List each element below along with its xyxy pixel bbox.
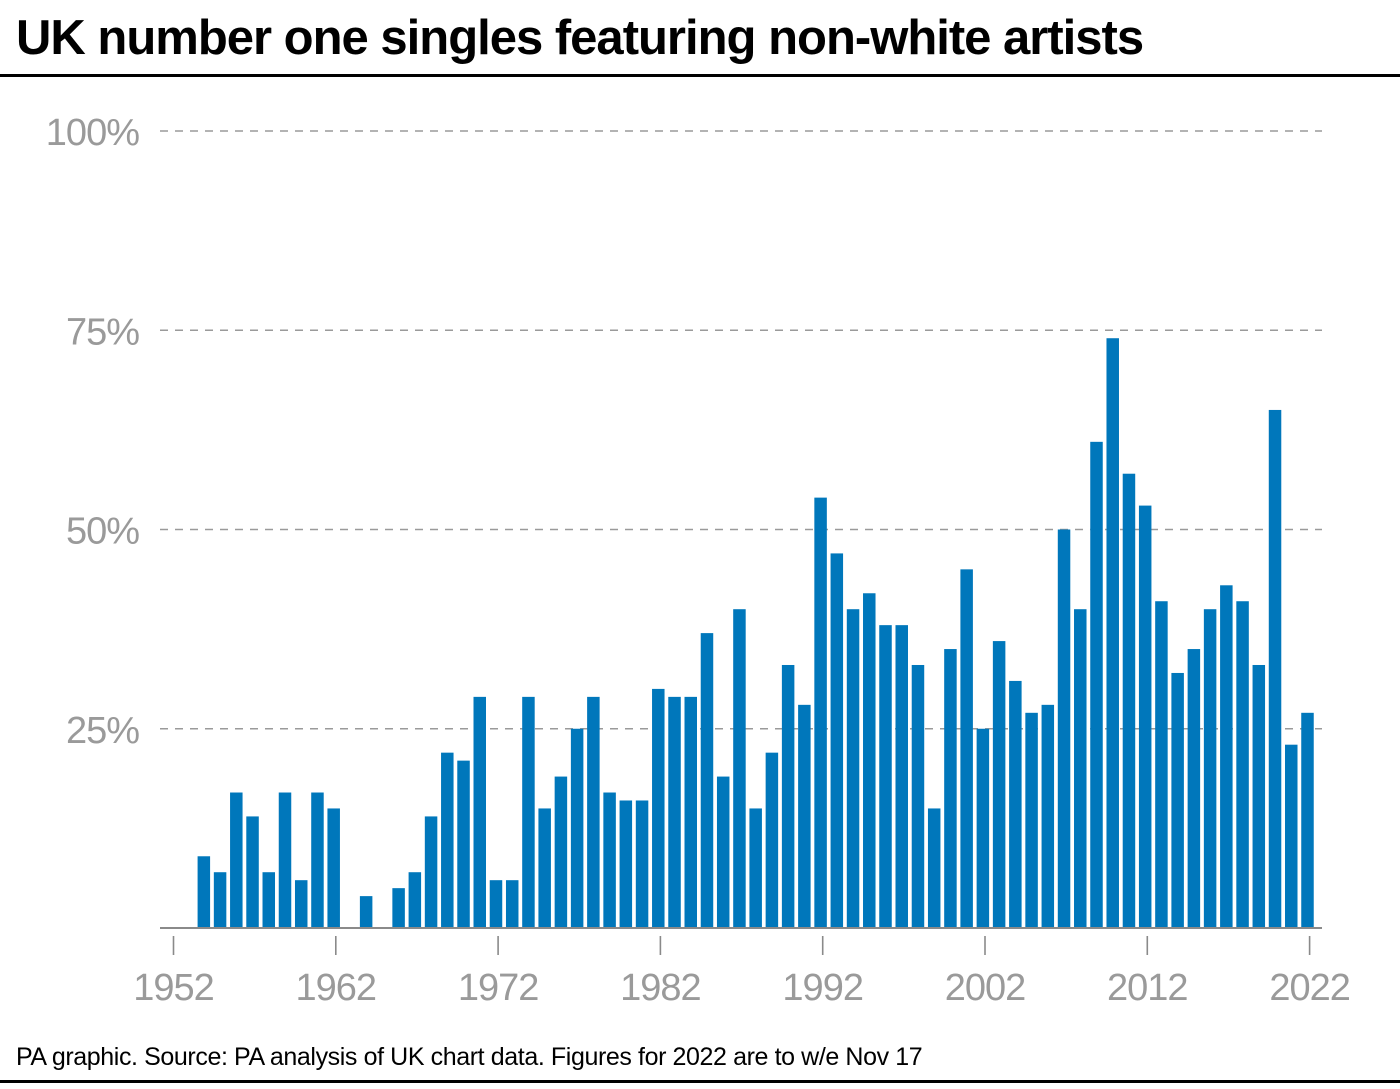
- bar-2018: [1252, 664, 1266, 928]
- bar-2009: [1106, 338, 1119, 929]
- x-tick-label: 2002: [945, 967, 1026, 1009]
- bar-1969: [457, 760, 470, 928]
- x-tick-label: 2012: [1107, 967, 1188, 1009]
- bar-1995: [879, 625, 892, 928]
- bar-2010: [1122, 473, 1136, 928]
- bar-1999: [944, 649, 957, 928]
- bar-1993: [846, 609, 860, 928]
- bar-1960: [311, 792, 324, 928]
- bar-1987: [749, 808, 762, 928]
- x-tick-label: 1992: [782, 967, 863, 1009]
- bar-1971: [489, 880, 503, 928]
- bar-2008: [1090, 441, 1103, 928]
- bar-2005: [1041, 704, 1055, 928]
- chart-title: UK number one singles featuring non-whit…: [16, 11, 1144, 65]
- bar-2006: [1057, 529, 1071, 928]
- bar-1956: [246, 816, 259, 928]
- bar-2003: [1009, 680, 1022, 928]
- bar-1974: [538, 808, 551, 928]
- x-tick-label: 1982: [620, 967, 701, 1009]
- bar-1982: [668, 696, 681, 928]
- bar-1976: [570, 728, 584, 928]
- footer-divider: [0, 1080, 1400, 1083]
- x-axis: [160, 927, 1322, 955]
- bar-2001: [976, 728, 990, 928]
- bar-2002: [992, 641, 1006, 928]
- x-tick-label: 1952: [133, 967, 214, 1009]
- bar-1983: [684, 696, 697, 928]
- bar-1986: [733, 609, 746, 928]
- x-tick-label: 1972: [458, 967, 539, 1009]
- bar-2014: [1187, 649, 1201, 928]
- bar-1975: [554, 776, 568, 928]
- bar-2007: [1074, 609, 1087, 928]
- source-note: PA graphic. Source: PA analysis of UK ch…: [16, 1043, 923, 1071]
- bar-2017: [1236, 601, 1249, 928]
- bar-1965: [392, 888, 405, 928]
- bar-1958: [278, 792, 292, 928]
- bar-1955: [230, 792, 243, 928]
- bar-1953: [197, 856, 211, 928]
- bar-1985: [716, 776, 730, 928]
- y-axis-labels: 25% 50% 75% 100%: [46, 112, 140, 752]
- bar-1997: [911, 664, 925, 928]
- bar-2021: [1301, 712, 1314, 928]
- bar-1967: [424, 816, 438, 928]
- bars: [197, 338, 1314, 929]
- bar-2013: [1171, 672, 1184, 928]
- bar-1968: [441, 752, 454, 928]
- bar-1992: [830, 553, 844, 928]
- bar-1991: [814, 497, 827, 928]
- x-tick-label: 1962: [296, 967, 377, 1009]
- bar-2011: [1138, 505, 1152, 928]
- bar-2012: [1155, 601, 1168, 928]
- bar-2000: [960, 569, 973, 928]
- y-tick-label: 75%: [66, 311, 139, 353]
- bar-chart: 25% 50% 75% 100% 1952 1962 1972 1982 1992 2002 20…: [46, 112, 1351, 1009]
- bar-1966: [408, 872, 422, 928]
- x-tick-label: 2022: [1269, 967, 1350, 1009]
- bar-1961: [327, 808, 340, 928]
- bar-1970: [473, 696, 486, 928]
- x-axis-labels: 1952 1962 1972 1982 1992 2002 2012 2022: [133, 967, 1351, 1009]
- y-tick-label: 50%: [66, 511, 139, 553]
- bar-1963: [359, 896, 373, 928]
- bar-1988: [765, 752, 779, 928]
- bar-1973: [522, 696, 535, 928]
- bar-1996: [895, 625, 908, 928]
- bar-2019: [1268, 409, 1282, 928]
- bar-1984: [700, 633, 714, 928]
- bar-1977: [587, 696, 600, 928]
- bar-1994: [863, 593, 876, 928]
- bar-1990: [798, 704, 811, 928]
- bar-1978: [603, 792, 616, 928]
- bar-1998: [927, 808, 941, 928]
- y-tick-label: 25%: [66, 710, 139, 752]
- bar-2015: [1203, 609, 1217, 928]
- bar-1959: [294, 880, 308, 928]
- bar-2020: [1285, 744, 1298, 928]
- bar-2004: [1025, 712, 1038, 928]
- bar-1972: [505, 880, 519, 928]
- bar-1957: [262, 872, 276, 928]
- bar-1979: [619, 800, 633, 928]
- bar-1980: [635, 800, 649, 928]
- bar-1954: [213, 872, 227, 928]
- y-tick-label: 100%: [46, 112, 139, 154]
- bar-1981: [652, 688, 665, 928]
- bar-2016: [1220, 585, 1233, 928]
- title-divider: [0, 74, 1400, 77]
- bar-1989: [781, 664, 795, 928]
